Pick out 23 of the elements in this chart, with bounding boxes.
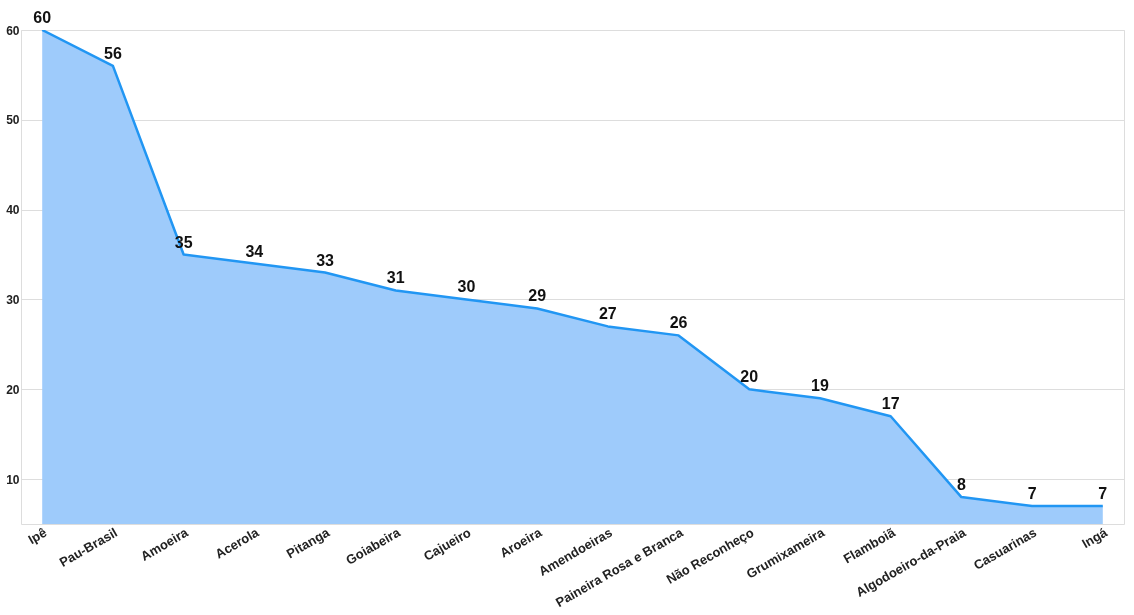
data-label: 56 — [104, 44, 122, 62]
y-tick-label: 30 — [6, 292, 20, 307]
data-label: 17 — [881, 395, 900, 413]
data-label: 7 — [1098, 485, 1108, 503]
data-label: 31 — [386, 269, 405, 287]
data-label: 26 — [669, 314, 688, 332]
data-label: 30 — [457, 278, 476, 296]
data-label: 8 — [956, 476, 966, 494]
y-tick-label: 40 — [6, 203, 20, 218]
data-label: 34 — [245, 242, 264, 260]
data-label: 27 — [598, 305, 617, 323]
y-tick-label: 60 — [6, 23, 20, 38]
x-tick-label: Ipê — [25, 524, 50, 548]
x-tick-label: Ingá — [1079, 524, 1111, 552]
data-label: 60 — [33, 9, 52, 26]
data-label: 29 — [528, 287, 547, 305]
y-tick-label: 20 — [6, 382, 20, 397]
data-label: 20 — [740, 368, 759, 386]
data-label: 7 — [1027, 485, 1037, 503]
y-tick-label: 50 — [6, 113, 20, 128]
data-label: 33 — [316, 251, 335, 269]
y-tick-label: 10 — [6, 472, 20, 487]
data-label: 19 — [811, 377, 829, 395]
